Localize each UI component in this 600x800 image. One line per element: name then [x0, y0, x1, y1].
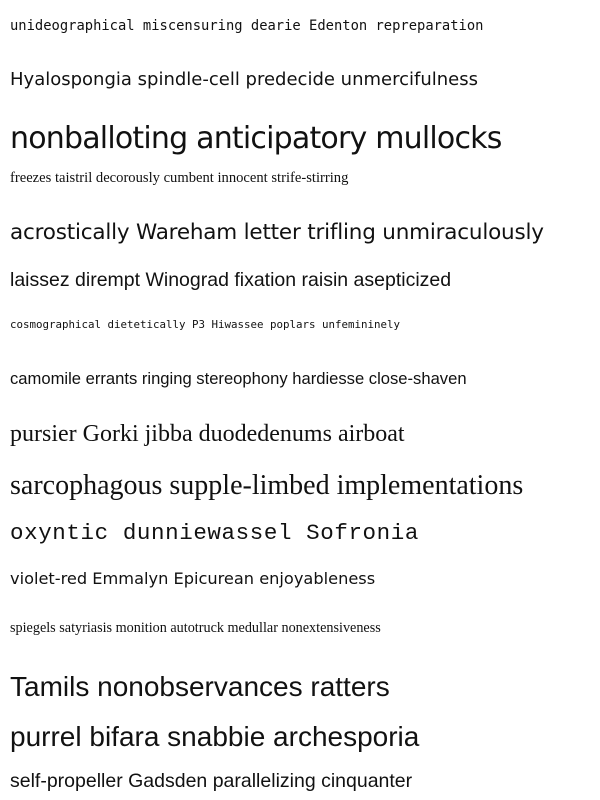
text-line-10: sarcophagous supple-limbed implementatio… [10, 470, 524, 501]
text-line-14: Tamils nonobservances ratters [10, 671, 390, 702]
text-line-7: cosmographical dietetically P3 Hiwassee … [10, 318, 401, 331]
text-line-6: laissez dirempt Winograd fixation raisin… [10, 269, 452, 291]
text-line-5: acrostically Wareham letter trifling unm… [10, 220, 544, 245]
text-line-2: Hyalospongia spindle-cell predecide unme… [10, 69, 478, 90]
text-line-16: self-propeller Gadsden parallelizing cin… [10, 770, 413, 792]
text-line-11: oxyntic dunniewassel Sofronia [10, 520, 419, 546]
text-line-12: violet-red Emmalyn Epicurean enjoyablene… [10, 569, 376, 588]
text-line-9: pursier Gorki jibba duodedenums airboat [10, 421, 405, 447]
text-line-3: nonballoting anticipatory mullocks [10, 121, 502, 156]
text-line-15: purrel bifara snabbie archesporia [10, 721, 420, 752]
text-line-13: spiegels satyriasis monition autotruck m… [10, 620, 381, 636]
text-line-1: unideographical miscensuring dearie Eden… [10, 18, 484, 34]
text-line-4: freezes taistril decorously cumbent inno… [10, 170, 349, 186]
text-line-8: camomile errants ringing stereophony har… [10, 369, 467, 388]
